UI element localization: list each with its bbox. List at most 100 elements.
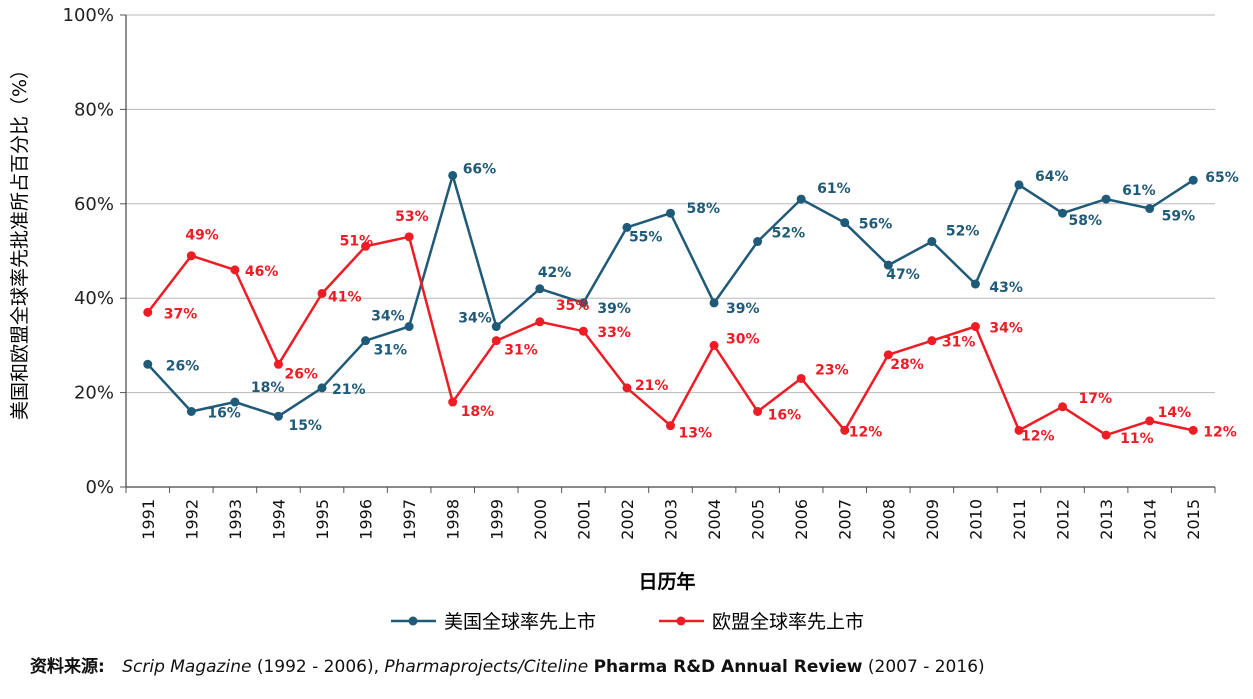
data-point-eu xyxy=(404,232,414,242)
data-point-us xyxy=(143,359,153,369)
data-label-us: 39% xyxy=(597,301,631,317)
data-point-eu xyxy=(317,288,327,298)
series-line-eu xyxy=(146,235,1194,437)
data-label-eu: 28% xyxy=(890,357,924,373)
x-tick-label: 2011 xyxy=(1010,499,1029,540)
data-label-eu: 12% xyxy=(849,424,883,440)
legend-label-us: 美国全球率先上市 xyxy=(444,611,596,633)
data-label-us: 55% xyxy=(629,229,663,245)
data-point-eu xyxy=(230,265,240,275)
y-tick-label: 60% xyxy=(74,194,114,215)
x-tick-label: 2006 xyxy=(792,499,811,540)
source-scrip: Scrip Magazine xyxy=(122,657,252,677)
data-point-us xyxy=(1014,180,1024,190)
data-label-us: 34% xyxy=(458,311,492,327)
x-tick-label: 1996 xyxy=(357,499,376,540)
data-label-eu: 37% xyxy=(164,306,198,322)
data-point-us xyxy=(840,218,850,228)
data-label-eu: 41% xyxy=(328,289,362,305)
legend-marker-eu xyxy=(676,616,686,626)
data-label-us: 66% xyxy=(463,161,497,177)
data-label-eu: 14% xyxy=(1158,405,1192,421)
data-label-us: 61% xyxy=(817,181,851,197)
x-tick-label: 1993 xyxy=(226,499,245,540)
data-point-us xyxy=(1058,208,1068,218)
data-label-eu: 51% xyxy=(340,233,374,249)
data-label-eu: 12% xyxy=(1203,424,1237,440)
data-point-eu xyxy=(1058,402,1068,412)
data-point-eu xyxy=(1188,425,1198,435)
gridlines xyxy=(126,14,1215,488)
x-axis-title: 日历年 xyxy=(638,570,695,593)
data-label-us: 26% xyxy=(166,358,200,374)
data-label-us: 18% xyxy=(251,380,285,396)
x-tick-label: 2008 xyxy=(879,499,898,540)
data-point-eu xyxy=(1101,430,1111,440)
x-tick-label: 2000 xyxy=(531,499,550,540)
data-point-us xyxy=(317,383,327,393)
data-point-us xyxy=(578,298,588,308)
data-point-us xyxy=(1101,194,1111,204)
data-label-us: 58% xyxy=(1069,213,1103,229)
data-label-eu: 31% xyxy=(504,343,538,359)
data-point-eu xyxy=(840,425,850,435)
data-point-us xyxy=(709,298,719,308)
data-point-eu xyxy=(535,317,545,327)
legend-label-eu: 欧盟全球率先上市 xyxy=(712,611,864,633)
data-labels: 26% 16% 18% 15% 21% 31% 34% 66% 34% 42% 39% 55% 58% 3… xyxy=(164,161,1239,447)
data-label-eu: 17% xyxy=(1079,391,1113,407)
data-point-us xyxy=(535,284,545,294)
x-tick-label: 2009 xyxy=(923,499,942,540)
data-label-us: 56% xyxy=(859,217,893,233)
data-label-us: 16% xyxy=(207,405,241,421)
y-tick-label: 20% xyxy=(74,383,114,404)
x-tick-label: 1994 xyxy=(269,499,288,540)
x-tick-label: 1991 xyxy=(139,499,158,540)
legend: 美国全球率先上市 欧盟全球率先上市 xyxy=(391,611,864,633)
data-label-us: 52% xyxy=(772,226,806,242)
data-label-eu: 11% xyxy=(1120,431,1154,447)
y-tick-label: 0% xyxy=(85,477,114,498)
data-label-eu: 35% xyxy=(556,298,590,314)
data-point-us xyxy=(230,397,240,407)
data-label-eu: 18% xyxy=(461,404,495,420)
data-label-eu: 13% xyxy=(679,426,713,442)
data-point-eu xyxy=(491,336,501,346)
data-label-eu: 23% xyxy=(815,362,849,378)
data-point-us xyxy=(1145,204,1155,214)
data-label-us: 21% xyxy=(332,382,366,398)
data-label-us: 52% xyxy=(946,224,980,240)
data-label-eu: 53% xyxy=(395,209,429,225)
data-label-eu: 26% xyxy=(284,366,318,382)
data-point-us xyxy=(622,222,632,232)
x-tick-label: 2007 xyxy=(836,499,855,540)
source-label: 资料来源: xyxy=(30,657,105,677)
y-tick-label: 80% xyxy=(74,99,114,120)
legend-marker-us xyxy=(408,616,418,626)
data-point-eu xyxy=(448,397,458,407)
data-label-us: 58% xyxy=(687,201,721,217)
x-tick-label: 1998 xyxy=(444,499,463,540)
x-tick-label: 2012 xyxy=(1054,499,1073,540)
data-point-us xyxy=(927,237,937,247)
x-tick-label: 2003 xyxy=(662,499,681,540)
data-point-eu xyxy=(578,326,588,336)
data-label-eu: 30% xyxy=(726,331,760,347)
data-label-eu: 46% xyxy=(245,264,279,280)
data-label-us: 59% xyxy=(1162,209,1196,225)
data-point-eu xyxy=(143,307,153,317)
data-point-us xyxy=(491,322,501,332)
data-point-eu xyxy=(927,336,937,346)
data-label-us: 65% xyxy=(1205,170,1239,186)
data-point-us xyxy=(448,170,458,180)
data-label-us: 31% xyxy=(374,343,408,359)
data-point-eu xyxy=(883,350,893,360)
data-label-us: 39% xyxy=(726,301,760,317)
series xyxy=(143,170,1198,440)
data-point-eu xyxy=(186,251,196,261)
data-point-us xyxy=(404,322,414,332)
data-point-eu xyxy=(273,359,283,369)
data-label-eu: 33% xyxy=(597,325,631,341)
data-point-us xyxy=(361,336,371,346)
